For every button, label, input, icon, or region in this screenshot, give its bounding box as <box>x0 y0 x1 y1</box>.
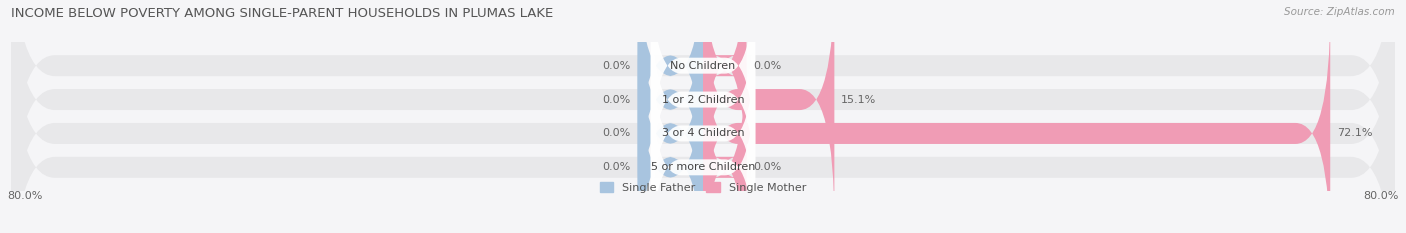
Text: INCOME BELOW POVERTY AMONG SINGLE-PARENT HOUSEHOLDS IN PLUMAS LAKE: INCOME BELOW POVERTY AMONG SINGLE-PARENT… <box>11 7 554 20</box>
FancyBboxPatch shape <box>651 23 755 233</box>
Text: Source: ZipAtlas.com: Source: ZipAtlas.com <box>1284 7 1395 17</box>
FancyBboxPatch shape <box>651 57 755 233</box>
FancyBboxPatch shape <box>651 0 755 176</box>
FancyBboxPatch shape <box>638 42 703 233</box>
FancyBboxPatch shape <box>11 0 1395 225</box>
FancyBboxPatch shape <box>11 0 1395 233</box>
Text: 72.1%: 72.1% <box>1337 128 1372 138</box>
Text: 0.0%: 0.0% <box>603 128 631 138</box>
Text: 3 or 4 Children: 3 or 4 Children <box>662 128 744 138</box>
FancyBboxPatch shape <box>703 8 1330 233</box>
Text: 80.0%: 80.0% <box>1364 191 1399 201</box>
Text: 0.0%: 0.0% <box>754 162 782 172</box>
FancyBboxPatch shape <box>638 0 703 225</box>
Text: 0.0%: 0.0% <box>603 61 631 71</box>
FancyBboxPatch shape <box>703 0 747 191</box>
Text: 0.0%: 0.0% <box>754 61 782 71</box>
Legend: Single Father, Single Mother: Single Father, Single Mother <box>596 178 810 197</box>
Text: 0.0%: 0.0% <box>603 162 631 172</box>
Text: 1 or 2 Children: 1 or 2 Children <box>662 95 744 105</box>
Text: 15.1%: 15.1% <box>841 95 876 105</box>
Text: 0.0%: 0.0% <box>603 95 631 105</box>
FancyBboxPatch shape <box>11 8 1395 233</box>
Text: 5 or more Children: 5 or more Children <box>651 162 755 172</box>
FancyBboxPatch shape <box>11 0 1395 233</box>
FancyBboxPatch shape <box>651 0 755 210</box>
FancyBboxPatch shape <box>638 8 703 233</box>
FancyBboxPatch shape <box>703 42 747 233</box>
FancyBboxPatch shape <box>703 0 834 225</box>
Text: No Children: No Children <box>671 61 735 71</box>
Text: 80.0%: 80.0% <box>7 191 42 201</box>
FancyBboxPatch shape <box>638 0 703 191</box>
